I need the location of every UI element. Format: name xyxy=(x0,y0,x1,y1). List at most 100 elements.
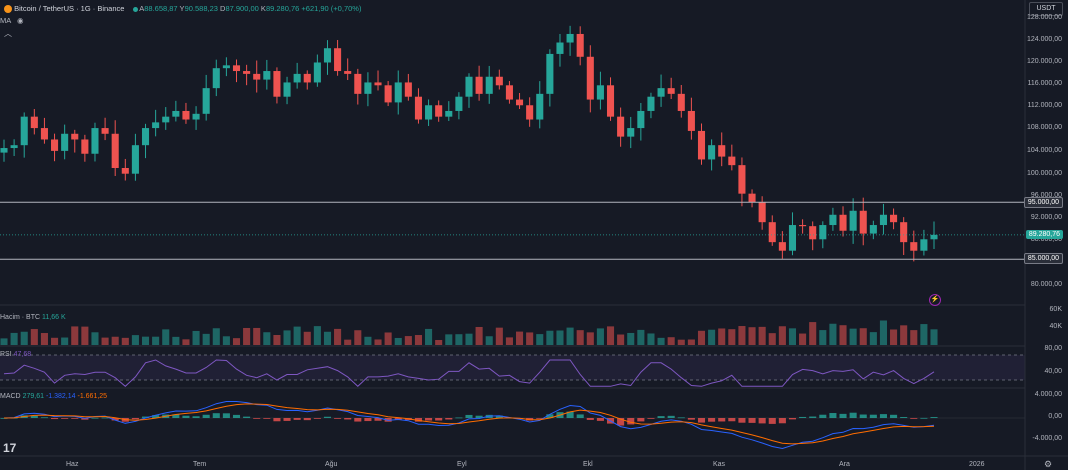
macd-histogram-bar xyxy=(637,418,645,422)
tradingview-logo[interactable]: 17 xyxy=(3,441,17,455)
candle-body xyxy=(728,156,736,166)
rsi-tick: 80,00 xyxy=(1044,345,1062,352)
candle-body xyxy=(647,96,655,111)
candle-body xyxy=(697,130,706,160)
macd-histogram-bar xyxy=(344,418,352,420)
candle-body xyxy=(667,88,675,94)
macd-histogram-bar xyxy=(61,418,69,419)
volume-bar xyxy=(748,327,756,345)
candle-body xyxy=(384,85,392,103)
volume-bar xyxy=(778,326,786,345)
macd-histogram-bar xyxy=(141,416,150,418)
macd-tick: 0,00 xyxy=(1048,413,1062,420)
macd-histogram-bar xyxy=(788,418,797,420)
rsi-band xyxy=(0,355,1025,380)
candle-body xyxy=(121,167,129,174)
rsi-legend[interactable]: RSI 47,68 xyxy=(0,351,31,358)
volume-bar xyxy=(364,336,372,345)
volume-bar xyxy=(516,331,524,345)
macd-label: MACD xyxy=(0,393,21,400)
low-label: D xyxy=(220,4,226,13)
volume-label: Hacim · BTC xyxy=(0,314,41,321)
macd-histogram-bar xyxy=(586,418,594,420)
candle-body xyxy=(293,73,301,83)
volume-bar xyxy=(627,332,635,345)
volume-bar xyxy=(313,326,321,345)
macd-histogram-bar xyxy=(718,418,726,422)
time-tick: Tem xyxy=(193,461,207,468)
volume-bar xyxy=(0,338,8,345)
candle-body xyxy=(495,76,503,86)
macd-histogram-bar xyxy=(283,418,291,421)
eye-icon[interactable]: ◉ xyxy=(16,16,24,25)
volume-bar xyxy=(404,336,412,345)
candle-body xyxy=(606,85,615,117)
macd-histogram-bar xyxy=(111,418,119,421)
macd-histogram-bar xyxy=(303,418,311,421)
candle-body xyxy=(910,242,918,251)
macd-signal-line xyxy=(3,403,935,445)
upper-line-badge[interactable]: 95.000,00 xyxy=(1023,197,1063,208)
candle-body xyxy=(253,73,261,80)
volume-bar xyxy=(788,328,797,345)
price-tick: 96.000,00 xyxy=(1030,192,1062,199)
candle-body xyxy=(505,85,513,100)
macd-histogram-bar xyxy=(546,414,554,418)
macd-histogram-bar xyxy=(465,414,473,418)
ma-indicator[interactable]: MA ◉ xyxy=(0,16,23,25)
macd-histogram-bar xyxy=(192,416,200,418)
rsi-value: 47,68 xyxy=(13,351,32,358)
time-tick: Ara xyxy=(839,461,850,468)
replay-icon[interactable]: ⚡ xyxy=(929,294,941,306)
macd-histogram-bar xyxy=(768,418,776,424)
macd-line-value: -1.382,14 xyxy=(45,393,76,400)
volume-bar xyxy=(30,329,38,345)
candle-body xyxy=(809,226,817,240)
candle-body xyxy=(920,239,928,251)
settings-gear-icon[interactable]: ⚙ xyxy=(1044,459,1053,469)
volume-bar xyxy=(283,330,291,345)
macd-histogram-bar xyxy=(445,418,453,420)
macd-legend[interactable]: MACD 279,61 -1.382,14 -1.661,25 xyxy=(0,393,107,400)
candle-body xyxy=(708,145,716,160)
lower-line-badge[interactable]: 85.000,00 xyxy=(1023,253,1063,264)
macd-histogram-bar xyxy=(71,418,79,419)
price-tick: 88.000,00 xyxy=(1030,236,1062,243)
macd-tick: 4.000,00 xyxy=(1034,391,1062,398)
candle-body xyxy=(344,71,352,74)
macd-histogram-bar xyxy=(596,418,604,421)
ma-label: MA xyxy=(0,16,11,25)
macd-histogram-bar xyxy=(475,415,483,418)
candle-body xyxy=(869,225,877,234)
volume-bar xyxy=(293,326,301,345)
candle-body xyxy=(222,65,230,69)
macd-histogram-bar xyxy=(293,418,301,420)
collapse-chevron-icon[interactable]: ︿ xyxy=(4,29,12,38)
candle-body xyxy=(617,116,625,137)
macd-histogram-bar xyxy=(728,418,736,422)
time-tick: Kas xyxy=(713,461,726,468)
candle-body xyxy=(687,110,695,131)
macd-histogram-bar xyxy=(152,415,160,418)
volume-bar xyxy=(708,329,716,345)
candle-body xyxy=(263,71,271,80)
candle-body xyxy=(414,96,422,120)
macd-histogram-bar xyxy=(334,418,342,419)
macd-histogram-bar xyxy=(202,414,210,418)
time-tick: Eyl xyxy=(457,461,467,468)
macd-histogram-bar xyxy=(778,418,786,424)
macd-histogram-bar xyxy=(313,418,321,419)
volume-bar xyxy=(485,336,493,345)
high-label: Y xyxy=(179,4,185,13)
candle-body xyxy=(576,33,584,57)
volume-bar xyxy=(900,325,908,345)
currency-button[interactable]: USDT xyxy=(1029,2,1063,16)
macd-tick: -4.000,00 xyxy=(1032,435,1062,442)
volume-bar xyxy=(374,339,382,345)
candle-body xyxy=(313,62,321,83)
candle-body xyxy=(394,82,402,103)
volume-legend[interactable]: Hacim · BTC 11,66 K xyxy=(0,314,66,321)
pair-title[interactable]: Bitcoin / TetherUS · 1G · Binance xyxy=(14,4,125,13)
